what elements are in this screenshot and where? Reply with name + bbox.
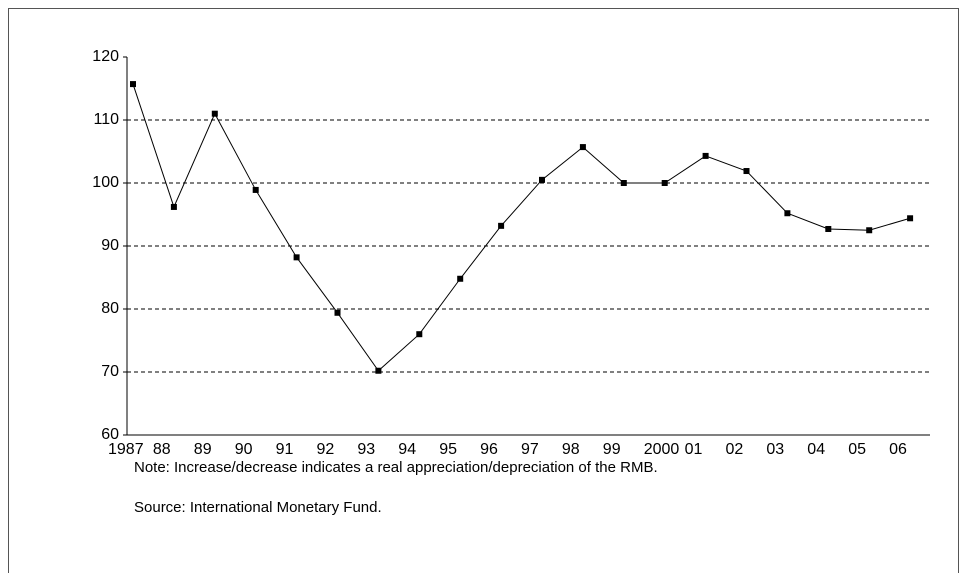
x-tick-label: 05: [848, 441, 866, 458]
marker: [907, 215, 914, 222]
source: Source: International Monetary Fund.: [134, 499, 382, 516]
x-tick-label: 94: [398, 441, 416, 458]
y-tick-label: 70: [101, 363, 119, 380]
marker: [498, 222, 505, 229]
y-tick-label: 100: [92, 174, 119, 191]
x-tick-label: 92: [317, 441, 335, 458]
x-tick-label: 97: [521, 441, 539, 458]
marker: [825, 225, 832, 232]
y-tick-label: 120: [92, 48, 119, 65]
x-tick-label: 93: [357, 441, 375, 458]
marker: [579, 144, 586, 151]
marker: [743, 168, 750, 175]
marker: [661, 180, 668, 186]
x-tick-label: 95: [439, 441, 457, 458]
line: [132, 83, 911, 372]
x-tick-label: 06: [889, 441, 907, 458]
y-tick-label: 110: [93, 111, 119, 128]
marker: [457, 275, 464, 282]
note: Note: Increase/decrease indicates a real…: [134, 459, 658, 476]
x-tick-label: 88: [153, 441, 171, 458]
marker: [211, 110, 218, 117]
frame: [8, 8, 959, 578]
y-tick-label: 90: [101, 237, 119, 254]
x-tick-label: 02: [726, 441, 744, 458]
x-tick-label: 03: [766, 441, 784, 458]
x-tick-label: 99: [603, 441, 621, 458]
marker: [416, 331, 423, 338]
marker: [620, 180, 627, 186]
marker: [702, 152, 709, 159]
x-tick-label: 01: [685, 441, 703, 458]
marker: [130, 81, 136, 88]
marker: [375, 367, 382, 374]
marker: [334, 309, 341, 316]
marker: [252, 186, 259, 193]
x-tick-label: 89: [194, 441, 212, 458]
marker: [293, 254, 300, 261]
x-tick-label: 90: [235, 441, 253, 458]
marker: [539, 176, 545, 183]
x-tick-label: 98: [562, 441, 580, 458]
x-tick-label: 96: [480, 441, 498, 458]
marker: [170, 203, 177, 210]
y-tick-label: 60: [101, 426, 119, 443]
marker: [866, 227, 873, 234]
x-tick-label: 91: [276, 441, 294, 458]
x-tick-label: 04: [807, 441, 825, 458]
marker: [784, 210, 791, 217]
y-tick-label: 80: [101, 300, 119, 317]
x-tick-label: 1987: [108, 441, 144, 458]
x-tick-label: 2000: [644, 441, 680, 458]
